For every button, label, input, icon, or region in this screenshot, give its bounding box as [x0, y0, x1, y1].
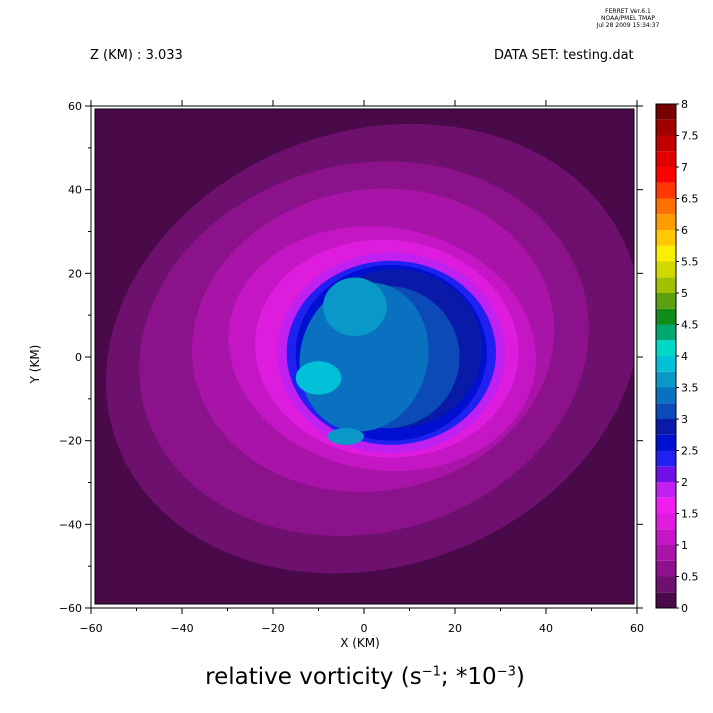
y-tick-label: −40 — [59, 518, 82, 531]
colorbar-segment — [656, 356, 676, 372]
x-tick-label: −20 — [261, 622, 284, 635]
title-suffix: ) — [515, 664, 525, 690]
colorbar-label: 4.5 — [681, 319, 699, 332]
colorbar-segment — [656, 261, 676, 278]
colorbar-label: 8 — [681, 98, 688, 111]
contour-max-3 — [327, 428, 364, 445]
colorbar-segment — [656, 371, 676, 388]
colorbar-segment — [656, 434, 676, 451]
colorbar-segment — [656, 324, 676, 341]
plot-inner-frame — [94, 108, 635, 605]
y-tick-label: 40 — [68, 184, 82, 197]
x-tick-label: −60 — [79, 622, 102, 635]
colorbar-segment — [656, 119, 676, 136]
chart-title: relative vorticity (s−1; *10−3) — [130, 664, 600, 690]
y-tick-label: 0 — [75, 351, 82, 364]
y-axis-label: Y (KM) — [28, 344, 42, 384]
colorbar-label: 6 — [681, 224, 688, 237]
colorbar-segment — [656, 198, 676, 215]
stamp-line-2: NOAA/PMEL TMAP — [601, 15, 655, 22]
colorbar-label: 7 — [681, 161, 688, 174]
colorbar-segment — [656, 151, 676, 167]
colorbar-segment — [656, 104, 676, 120]
y-tick-label: 20 — [68, 267, 82, 280]
contour-max-2 — [295, 361, 342, 395]
contour-max-1 — [323, 277, 387, 337]
x-tick-label: 0 — [361, 622, 368, 635]
colorbar-label: 3 — [681, 413, 688, 426]
colorbar-segment — [656, 513, 676, 530]
dataset-header: DATA SET: testing.dat — [494, 48, 634, 63]
colorbar-segment — [656, 419, 676, 435]
colorbar-segment — [656, 592, 676, 608]
x-tick-label: 40 — [539, 622, 553, 635]
x-tick-label: 60 — [630, 622, 644, 635]
colorbar-segment — [656, 245, 676, 262]
y-tick-label: −20 — [59, 435, 82, 448]
colorbar-segment — [656, 135, 676, 152]
colorbar-label: 1 — [681, 539, 688, 552]
z-level-header: Z (KM) : 3.033 — [90, 48, 183, 63]
colorbar-segment — [656, 482, 676, 498]
x-axis-label: X (KM) — [340, 636, 380, 650]
colorbar-label: 5 — [681, 287, 688, 300]
x-tick-label: 20 — [448, 622, 462, 635]
colorbar-segment — [656, 466, 676, 482]
colorbar-segment — [656, 308, 676, 325]
title-mid: ; *10 — [440, 664, 497, 690]
colorbar-segment — [656, 277, 676, 293]
colorbar-label: 5.5 — [681, 256, 699, 269]
colorbar-segment — [656, 450, 676, 467]
stamp-line-1: FERRET Ver.6.1 — [605, 8, 651, 15]
colorbar-segment — [656, 497, 676, 514]
title-exponent-2: −3 — [496, 664, 516, 680]
y-tick-label: 60 — [68, 100, 82, 113]
colorbar-segment — [656, 214, 676, 230]
colorbar-segment — [656, 230, 676, 246]
colorbar-segment — [656, 529, 676, 545]
stamp-line-3: Jul 28 2009 15:34:37 — [596, 22, 660, 29]
colorbar-segment — [656, 576, 676, 593]
title-exponent-1: −1 — [421, 664, 441, 680]
colorbar-label: 2 — [681, 476, 688, 489]
colorbar-label: 7.5 — [681, 130, 699, 143]
ferret-stamp: FERRET Ver.6.1 NOAA/PMEL TMAP Jul 28 200… — [578, 8, 678, 29]
colorbar-label: 0 — [681, 602, 688, 615]
colorbar-segment — [656, 545, 676, 561]
colorbar-label: 0.5 — [681, 571, 699, 584]
y-tick-label: −60 — [59, 602, 82, 615]
colorbar-label: 4 — [681, 350, 688, 363]
colorbar-segment — [656, 387, 676, 404]
title-prefix: relative vorticity (s — [205, 664, 422, 690]
colorbar-segment — [656, 167, 676, 183]
colorbar-segment — [656, 403, 676, 419]
colorbar-label: 2.5 — [681, 445, 699, 458]
colorbar-label: 6.5 — [681, 193, 699, 206]
colorbar-segment — [656, 182, 676, 199]
colorbar-label: 3.5 — [681, 382, 699, 395]
vorticity-field — [95, 109, 634, 604]
x-tick-label: −40 — [170, 622, 193, 635]
colorbar-segment — [656, 293, 676, 309]
colorbar-label: 1.5 — [681, 508, 699, 521]
colorbar-segment — [656, 560, 676, 577]
colorbar-segment — [656, 340, 676, 356]
